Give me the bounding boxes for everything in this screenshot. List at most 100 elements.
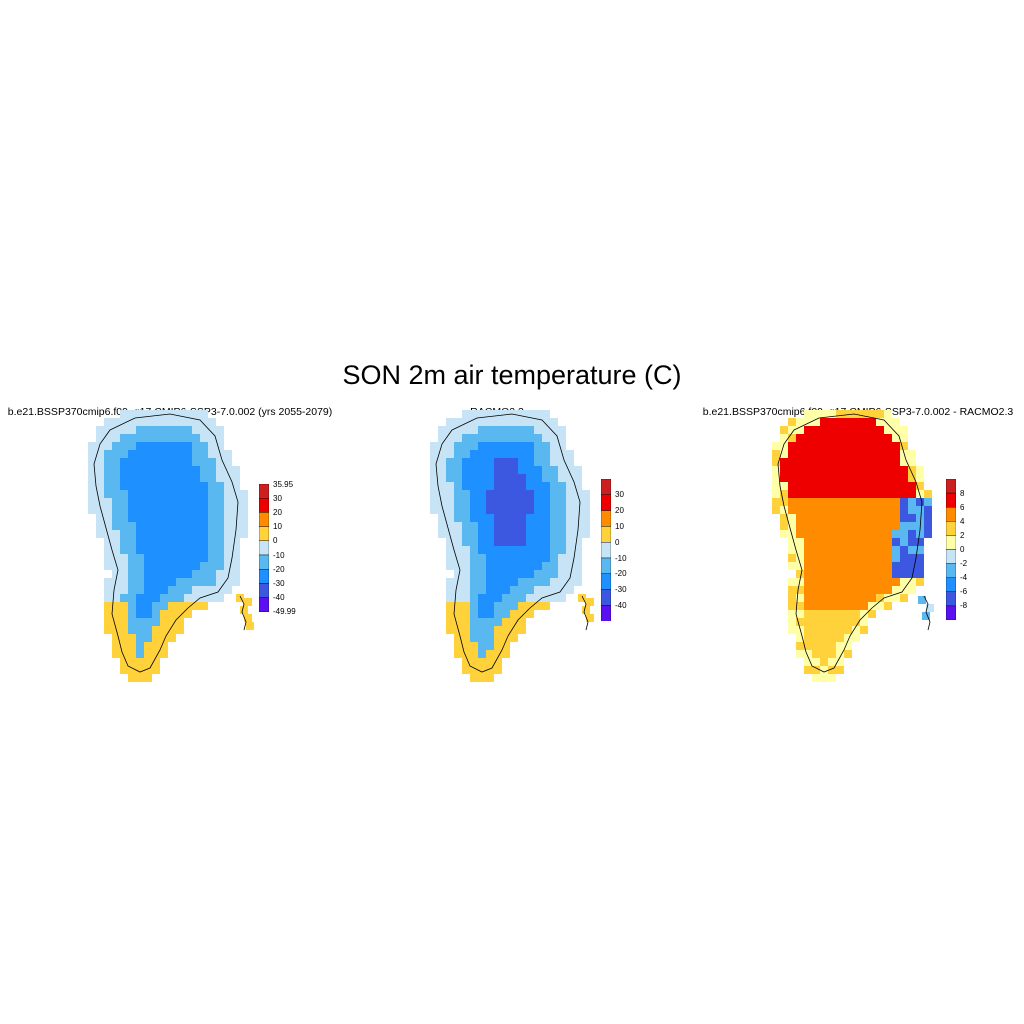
grid-cell bbox=[128, 658, 136, 666]
grid-cell bbox=[128, 530, 136, 538]
grid-cell bbox=[224, 482, 232, 490]
grid-cell bbox=[518, 490, 526, 498]
island-coastline bbox=[923, 595, 931, 631]
colorbar-swatch bbox=[946, 479, 956, 494]
grid-cell bbox=[868, 490, 876, 498]
grid-cell bbox=[224, 554, 232, 562]
grid-cell bbox=[550, 554, 558, 562]
grid-cell bbox=[788, 538, 796, 546]
grid-cell bbox=[884, 498, 892, 506]
grid-cell bbox=[502, 442, 510, 450]
grid-cell bbox=[462, 570, 470, 578]
grid-cell bbox=[104, 482, 112, 490]
grid-cell bbox=[446, 490, 454, 498]
grid-cell bbox=[836, 514, 844, 522]
colorbar-tick-label: 0 bbox=[615, 537, 620, 547]
grid-cell bbox=[860, 618, 868, 626]
grid-cell bbox=[900, 578, 908, 586]
grid-cell bbox=[884, 466, 892, 474]
grid-cell bbox=[462, 658, 470, 666]
grid-cell bbox=[820, 546, 828, 554]
grid-cell bbox=[96, 434, 104, 442]
grid-cell bbox=[788, 466, 796, 474]
grid-cell bbox=[566, 530, 574, 538]
grid-cell bbox=[860, 546, 868, 554]
grid-cell bbox=[494, 570, 502, 578]
grid-cell bbox=[120, 450, 128, 458]
grid-cell bbox=[510, 474, 518, 482]
grid-cell bbox=[96, 442, 104, 450]
colorbar-tick-label: 20 bbox=[273, 507, 282, 517]
colorbar-tick-label: -2 bbox=[960, 559, 968, 569]
grid-cell bbox=[836, 594, 844, 602]
grid-cell bbox=[208, 530, 216, 538]
grid-cell bbox=[246, 622, 254, 630]
grid-cell bbox=[486, 658, 494, 666]
grid-cell bbox=[772, 490, 780, 498]
grid-cell bbox=[860, 482, 868, 490]
grid-cell bbox=[168, 490, 176, 498]
grid-cell bbox=[828, 618, 836, 626]
grid-cell bbox=[430, 450, 438, 458]
grid-cell bbox=[454, 466, 462, 474]
grid-cell bbox=[502, 458, 510, 466]
grid-cell bbox=[796, 434, 804, 442]
grid-cell bbox=[820, 458, 828, 466]
grid-cell bbox=[876, 530, 884, 538]
grid-cell bbox=[176, 450, 184, 458]
grid-cell bbox=[128, 634, 136, 642]
grid-cell bbox=[104, 498, 112, 506]
grid-cell bbox=[812, 594, 820, 602]
grid-cell bbox=[160, 546, 168, 554]
grid-cell bbox=[868, 442, 876, 450]
grid-cell bbox=[120, 658, 128, 666]
grid-cell bbox=[820, 658, 828, 666]
grid-cell bbox=[852, 634, 860, 642]
grid-cell bbox=[566, 554, 574, 562]
grid-cell bbox=[446, 562, 454, 570]
grid-cell bbox=[240, 530, 248, 538]
grid-cell bbox=[104, 562, 112, 570]
grid-cell bbox=[804, 410, 812, 418]
grid-cell bbox=[510, 554, 518, 562]
grid-cell bbox=[152, 658, 160, 666]
grid-cell bbox=[486, 434, 494, 442]
grid-cell bbox=[494, 426, 502, 434]
grid-cell bbox=[462, 490, 470, 498]
grid-cell bbox=[240, 522, 248, 530]
grid-cell bbox=[526, 562, 534, 570]
grid-cell bbox=[176, 458, 184, 466]
grid-cell bbox=[518, 562, 526, 570]
grid-cell bbox=[510, 602, 518, 610]
grid-cell bbox=[192, 570, 200, 578]
grid-cell bbox=[526, 546, 534, 554]
grid-cell bbox=[486, 498, 494, 506]
grid-cell bbox=[510, 610, 518, 618]
grid-cell bbox=[820, 594, 828, 602]
grid-cell bbox=[796, 642, 804, 650]
grid-cell bbox=[852, 578, 860, 586]
grid-cell bbox=[844, 602, 852, 610]
grid-cell bbox=[542, 546, 550, 554]
grid-cell bbox=[860, 522, 868, 530]
grid-cell bbox=[860, 554, 868, 562]
grid-cell bbox=[828, 594, 836, 602]
figure-title: SON 2m air temperature (C) bbox=[342, 360, 682, 390]
grid-cell bbox=[518, 426, 526, 434]
grid-cell bbox=[470, 450, 478, 458]
grid-cell bbox=[236, 594, 244, 602]
grid-cell bbox=[510, 546, 518, 554]
grid-cell bbox=[224, 570, 232, 578]
grid-cell bbox=[836, 618, 844, 626]
grid-cell bbox=[828, 418, 836, 426]
grid-cell bbox=[136, 610, 144, 618]
grid-cell bbox=[534, 498, 542, 506]
grid-cell bbox=[462, 586, 470, 594]
grid-cell bbox=[868, 410, 876, 418]
grid-cell bbox=[454, 610, 462, 618]
colorbar-tick-label: 0 bbox=[273, 536, 278, 546]
grid-cell bbox=[112, 466, 120, 474]
grid-cell bbox=[518, 458, 526, 466]
grid-cell bbox=[486, 666, 494, 674]
grid-cell bbox=[788, 506, 796, 514]
